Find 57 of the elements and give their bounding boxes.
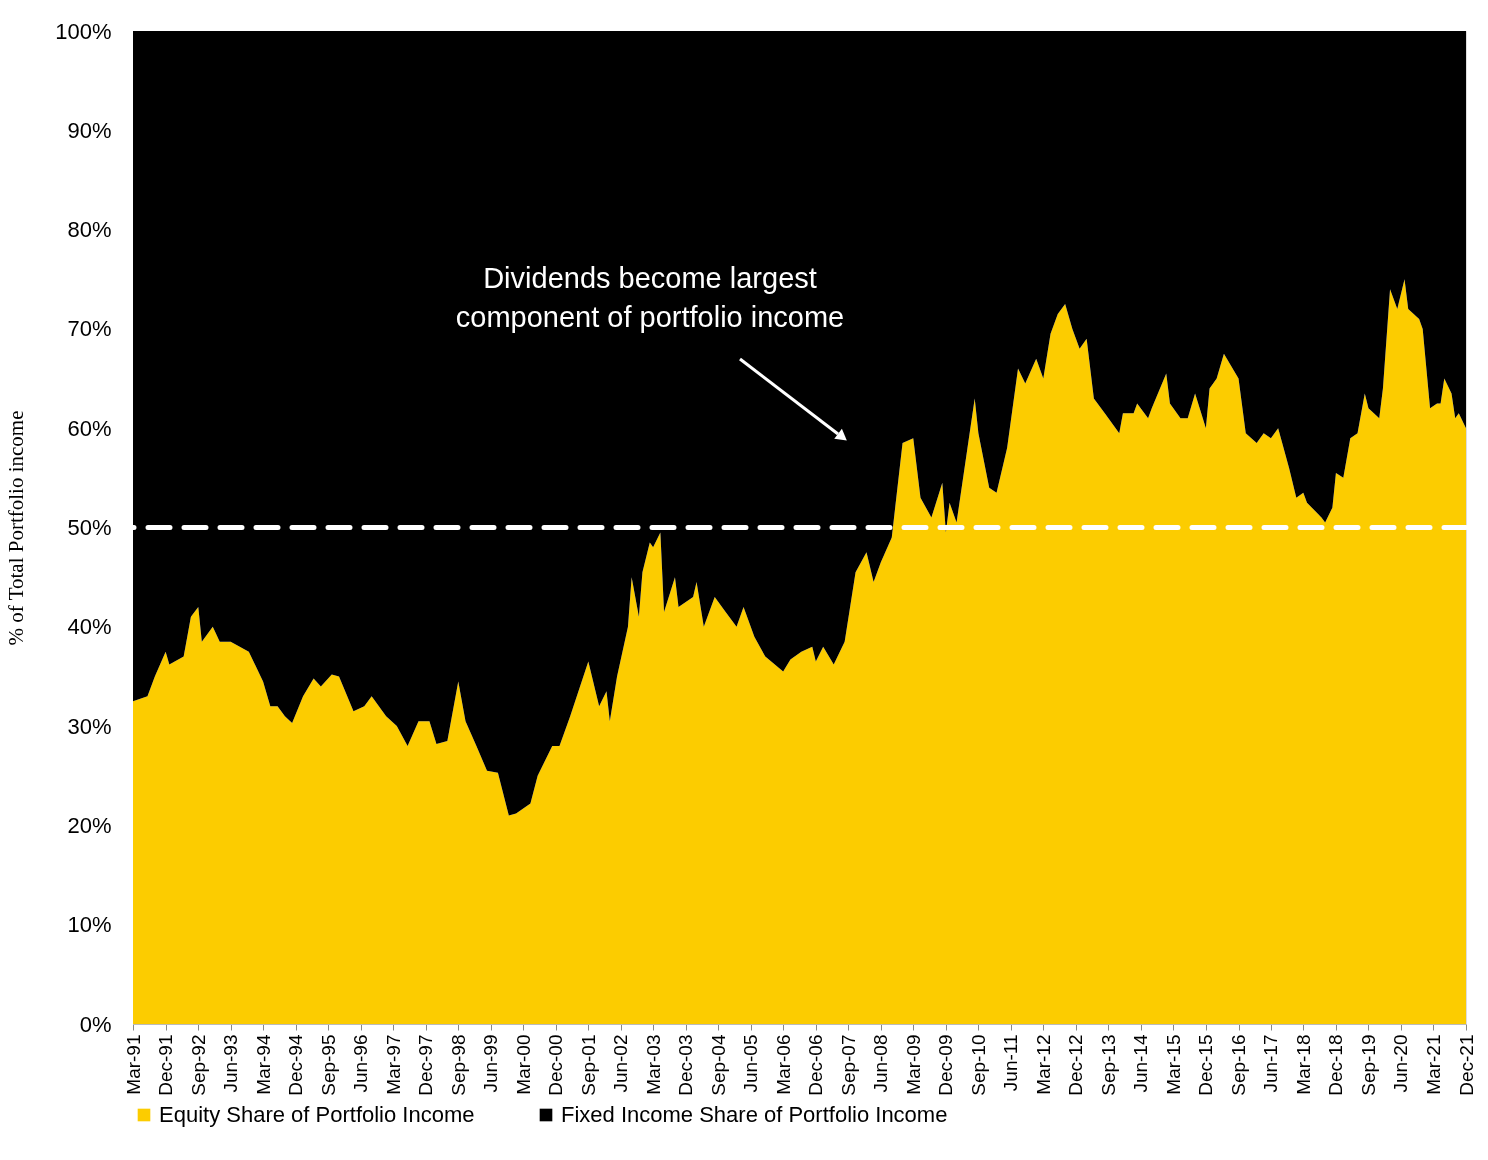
x-tick-label: Mar-91: [122, 1034, 144, 1095]
annotation: Dividends become largest component of portfolio income: [455, 262, 845, 333]
x-tick-label: Jun-05: [740, 1034, 762, 1093]
x-tick-label: Mar-97: [382, 1034, 404, 1095]
x-tick-label: Dec-21: [1455, 1034, 1477, 1096]
x-tick-label: Mar-00: [512, 1034, 534, 1095]
x-tick-label: Jun-08: [870, 1034, 892, 1093]
y-tick-label: 60%: [67, 415, 112, 441]
x-tick-label: Sep-04: [707, 1034, 729, 1096]
x-tick-label: Jun-14: [1130, 1034, 1152, 1093]
x-tick-label: Dec-15: [1195, 1034, 1217, 1096]
x-tick-label: Dec-06: [805, 1034, 827, 1096]
y-tick-label: 10%: [67, 912, 112, 938]
x-tick-label: Jun-99: [480, 1034, 502, 1093]
x-tick-label: Mar-06: [772, 1034, 794, 1095]
x-tick-label: Mar-12: [1032, 1034, 1054, 1095]
x-tick-label: Jun-96: [350, 1034, 372, 1093]
x-tick-label: Jun-02: [610, 1034, 632, 1093]
y-axis-title: % of Total Portfolio income: [4, 410, 29, 646]
x-tick-label: Dec-91: [155, 1034, 177, 1096]
legend-label: Fixed Income Share of Portfolio Income: [561, 1102, 948, 1127]
x-tick-label: Mar-21: [1422, 1034, 1444, 1095]
y-tick-label: 70%: [67, 316, 112, 342]
x-tick-label: Mar-09: [902, 1034, 924, 1095]
x-tick-label: Dec-97: [415, 1034, 437, 1096]
x-tick-label: Dec-12: [1065, 1034, 1087, 1096]
x-tick-label: Sep-92: [187, 1034, 209, 1096]
x-tick-label: Jun-11: [1000, 1034, 1022, 1092]
x-tick-label: Dec-09: [935, 1034, 957, 1096]
x-tick-label: Sep-19: [1357, 1034, 1379, 1096]
x-tick-label: Jun-20: [1390, 1034, 1412, 1093]
x-tick-label: Sep-95: [317, 1034, 339, 1096]
y-tick-label: 50%: [67, 515, 112, 540]
y-tick-label: 0%: [79, 1011, 112, 1037]
x-tick-label: Jun-17: [1260, 1034, 1282, 1093]
x-tick-label: Mar-94: [252, 1034, 274, 1095]
x-tick-label: Dec-18: [1325, 1034, 1347, 1096]
x-tick-label: Dec-94: [285, 1034, 307, 1096]
x-tick-label: Jun-93: [220, 1034, 242, 1093]
x-tick-label: Sep-13: [1097, 1034, 1119, 1096]
y-tick-label: 40%: [67, 614, 112, 640]
y-tick-label: 80%: [67, 217, 112, 243]
x-tick-label: Sep-10: [967, 1034, 989, 1096]
x-tick-label: Sep-16: [1228, 1034, 1250, 1096]
x-tick-label: Mar-03: [642, 1034, 664, 1095]
x-tick-label: Mar-18: [1292, 1034, 1314, 1095]
y-tick-label: 30%: [67, 713, 112, 739]
x-tick-label: Dec-00: [545, 1034, 567, 1096]
x-tick-label: Sep-07: [837, 1034, 859, 1096]
y-tick-label: 90%: [67, 117, 112, 143]
y-tick-label: 100%: [55, 18, 112, 44]
x-tick-label: Mar-15: [1162, 1034, 1184, 1095]
legend-label: Equity Share of Portfolio Income: [159, 1102, 475, 1127]
x-tick-label: Sep-98: [447, 1034, 469, 1096]
x-tick-label: Dec-03: [675, 1034, 697, 1096]
y-tick-label: 20%: [67, 812, 112, 838]
x-tick-label: Sep-01: [577, 1034, 599, 1096]
